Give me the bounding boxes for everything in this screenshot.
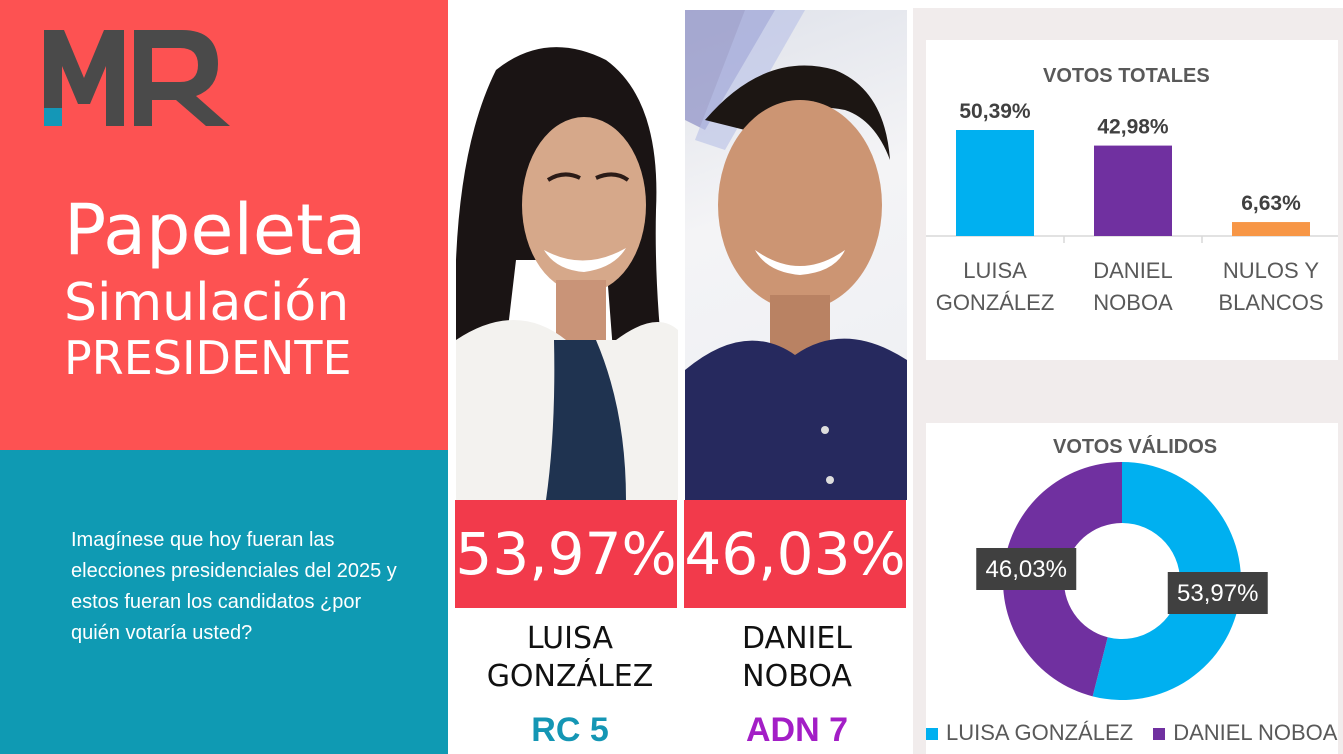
bar-value-label: 6,63%: [1241, 192, 1301, 215]
donut-label-box: [976, 547, 1077, 590]
bar-category-label: DANIEL: [1093, 258, 1172, 283]
bar-category-label: BLANCOS: [1218, 290, 1323, 315]
donut-value-label: 46,03%: [986, 556, 1067, 583]
bar-value-label: 42,98%: [1097, 116, 1169, 139]
donut-slice-0: [1092, 462, 1241, 700]
bar-category-label: GONZÁLEZ: [936, 290, 1055, 315]
candidate-first-name: LUISA: [526, 621, 614, 656]
candidate-name-luisa: LUISA GONZÁLEZ: [455, 620, 685, 696]
candidate-percent-daniel: 46,03%: [684, 500, 906, 608]
legend-label-luisa: LUISA GONZÁLEZ: [946, 720, 1134, 745]
candidate-first-name: DANIEL: [741, 621, 853, 656]
bar-chart: 50,39% LUISA GONZÁLEZ 42,98% DANIEL NOBOA 6,63…: [926, 100, 1338, 315]
bar-category-label: NULOS Y: [1223, 258, 1320, 283]
candidate-name-daniel: DANIEL NOBOA: [682, 620, 912, 696]
bar-chart-title: VOTOS TOTALES: [1043, 65, 1210, 87]
donut-chart-title: VOTOS VÁLIDOS: [1053, 436, 1218, 458]
bar-0: [956, 130, 1034, 236]
title-simulacion: Simulación: [64, 273, 350, 333]
bar-2: [1232, 222, 1310, 236]
candidate-percent-luisa: 53,97%: [455, 500, 677, 608]
title-papeleta: Papeleta: [64, 189, 367, 271]
candidate-photo-daniel: [685, 10, 907, 500]
donut-chart: 53,97% 46,03%: [976, 462, 1268, 700]
bar-value-label: 50,39%: [959, 100, 1031, 123]
survey-question: Imagínese que hoy fueran las elecciones …: [71, 529, 397, 644]
bar-category-label: LUISA: [963, 258, 1027, 283]
candidate-last-name: NOBOA: [742, 659, 852, 694]
legend-swatch-luisa: [926, 728, 938, 741]
bar-category-label: NOBOA: [1093, 290, 1173, 315]
title-presidente: PRESIDENTE: [64, 331, 352, 385]
donut-label-box: [1167, 572, 1268, 615]
donut-legend: LUISA GONZÁLEZ DANIEL NOBOA: [926, 720, 1343, 750]
bar-1: [1094, 145, 1172, 236]
mr-logo: [44, 30, 230, 126]
party-label-rc5: RC 5: [531, 711, 609, 749]
party-label-adn7: ADN 7: [745, 711, 849, 749]
candidate-photo-luisa: [456, 10, 678, 500]
legend-swatch-daniel: [1153, 728, 1166, 741]
candidate-last-name: GONZÁLEZ: [486, 659, 654, 694]
question-panel: [0, 450, 448, 754]
legend-label-daniel: DANIEL NOBOA: [1173, 720, 1338, 745]
donut-value-label: 53,97%: [1177, 580, 1258, 607]
